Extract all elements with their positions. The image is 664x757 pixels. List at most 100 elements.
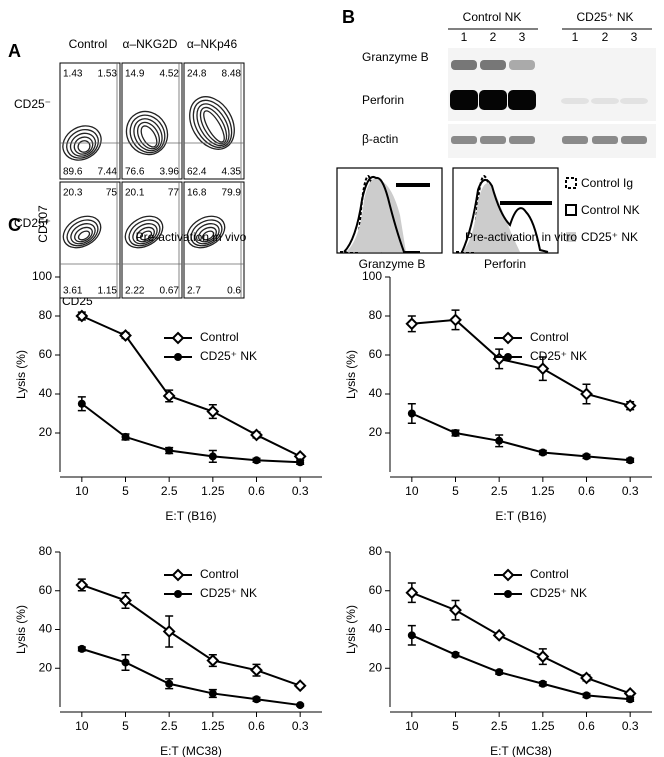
line	[411, 591, 631, 695]
marker	[405, 586, 419, 600]
contour	[66, 128, 99, 159]
band	[451, 60, 477, 70]
band	[620, 98, 648, 104]
x-tick-label: 0.3	[292, 719, 309, 733]
panel-label: B	[342, 7, 355, 27]
lane-label: 3	[519, 30, 526, 44]
plot-frame	[59, 62, 121, 180]
y-tick-label: 80	[369, 544, 383, 558]
quadrant-value: 89.6	[63, 167, 83, 178]
quadrant-value: 4.52	[160, 69, 180, 80]
quadrant-value: 1.53	[98, 69, 118, 80]
marker	[296, 458, 305, 467]
column-label: α–NKp46	[187, 37, 238, 51]
line	[81, 647, 301, 707]
x-tick-label: 0.6	[248, 484, 265, 498]
legend-label: Control	[530, 330, 569, 344]
y-tick-label: 100	[362, 269, 382, 283]
y-tick-label: 40	[39, 386, 53, 400]
contour	[136, 121, 161, 150]
blot-label: Perforin	[362, 93, 404, 107]
legend-marker	[174, 590, 182, 598]
plot-frame	[121, 62, 183, 180]
marker	[536, 650, 550, 664]
quadrant-value: 62.4	[187, 167, 207, 178]
x-tick-label: 0.6	[248, 719, 265, 733]
x-tick-label: 10	[405, 484, 419, 498]
contour	[194, 223, 220, 245]
marker	[580, 387, 593, 401]
marker	[75, 309, 89, 323]
lane-label: 2	[602, 30, 609, 44]
marker	[407, 631, 416, 640]
marker	[582, 691, 591, 700]
x-axis-label: E:T (B16)	[495, 509, 546, 523]
histogram-curve	[461, 179, 549, 253]
line	[411, 412, 631, 462]
contour	[136, 226, 155, 243]
row-label: CD25⁺	[14, 216, 51, 230]
line	[81, 315, 301, 458]
marker	[495, 436, 504, 445]
band	[561, 98, 589, 104]
contour	[128, 219, 161, 247]
marker	[77, 644, 86, 653]
column-label: α–NKG2D	[123, 37, 178, 51]
legend-marker	[501, 331, 515, 345]
legend-marker	[501, 568, 515, 582]
marker	[449, 313, 462, 327]
quadrant-value: 75	[106, 188, 118, 199]
contour	[74, 226, 93, 243]
x-tick-label: 0.3	[622, 719, 639, 733]
histogram-frame	[336, 167, 443, 254]
quadrant-value: 7.44	[98, 167, 118, 178]
blot-label: β-actin	[362, 132, 398, 146]
blot-label: Granzyme B	[362, 50, 429, 64]
marker	[121, 432, 130, 441]
marker	[582, 452, 591, 461]
marker	[451, 650, 460, 659]
marker	[451, 429, 460, 437]
marker	[162, 625, 176, 638]
quadrant-value: 3.96	[160, 167, 180, 178]
marker	[165, 679, 174, 688]
y-tick-label: 20	[369, 425, 383, 439]
marker	[623, 399, 637, 413]
contour	[129, 114, 166, 154]
marker	[252, 456, 261, 465]
legend-label: CD25⁺ NK	[530, 586, 587, 600]
marker	[208, 452, 217, 461]
quadrant-value: 77	[168, 188, 180, 199]
x-tick-label: 5	[122, 484, 129, 498]
legend-label: Control	[530, 567, 569, 581]
band	[592, 136, 618, 144]
x-tick-label: 2.5	[161, 719, 178, 733]
y-tick-label: 20	[39, 660, 53, 674]
quadrant-value: 76.6	[125, 167, 145, 178]
lane-label: 3	[631, 30, 638, 44]
contour	[73, 136, 94, 155]
legend-swatch	[565, 177, 577, 189]
contour	[196, 103, 230, 147]
line	[411, 634, 631, 701]
x-tick-label: 2.5	[491, 719, 508, 733]
marker	[293, 679, 307, 693]
y-tick-label: 40	[39, 622, 53, 636]
y-axis-label: Lysis (%)	[344, 605, 358, 654]
y-tick-label: 60	[369, 347, 383, 361]
legend-label: CD25⁺ NK	[200, 586, 257, 600]
x-axis-label: E:T (MC38)	[490, 744, 552, 757]
y-tick-label: 40	[369, 622, 383, 636]
x-tick-label: 1.25	[531, 484, 555, 498]
marker	[162, 389, 176, 403]
y-axis-label: Lysis (%)	[344, 350, 358, 399]
panel-label: A	[8, 41, 21, 61]
contour	[124, 215, 164, 249]
x-tick-label: 0.6	[578, 719, 595, 733]
marker	[407, 409, 416, 418]
y-tick-label: 40	[369, 386, 383, 400]
quadrant-value: 20.1	[125, 188, 145, 199]
x-tick-label: 2.5	[491, 484, 508, 498]
quadrant-value: 79.9	[222, 188, 242, 199]
